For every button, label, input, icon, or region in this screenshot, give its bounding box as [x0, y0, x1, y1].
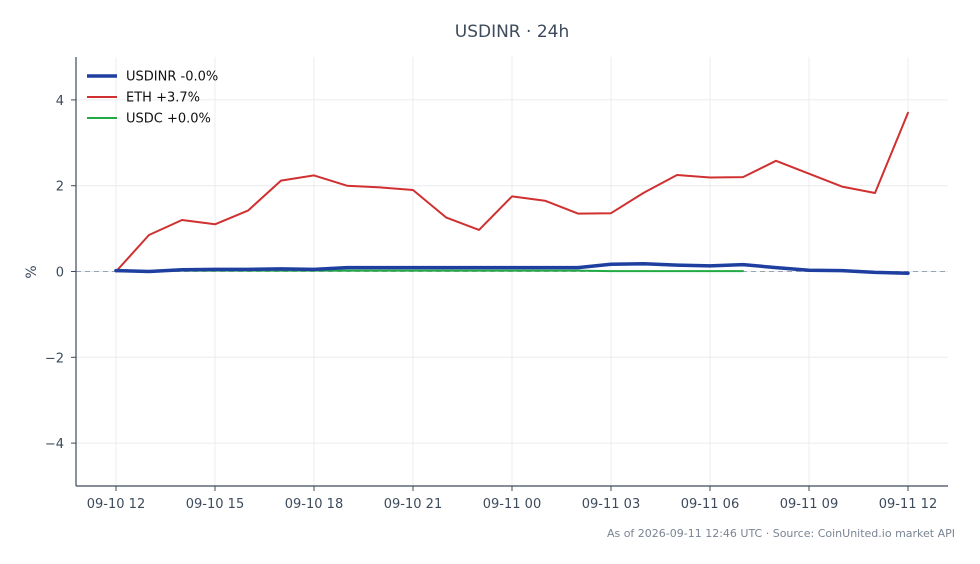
x-tick-label: 09-11 09: [780, 497, 838, 512]
y-tick-label: 4: [56, 94, 64, 109]
series-lines: [114, 111, 910, 275]
x-tick-label: 09-11 00: [483, 497, 541, 512]
series-line: [115, 111, 909, 273]
y-axis-label: %: [24, 265, 40, 278]
x-tick-label: 09-10 15: [186, 497, 244, 512]
x-tick-label: 09-11 06: [681, 497, 739, 512]
legend-label: USDINR -0.0%: [126, 70, 218, 85]
y-axis-ticks: 4 2 0 −2 −4: [45, 94, 76, 452]
chart-title: USDINR · 24h: [455, 22, 569, 42]
footer-source: As of 2026-09-11 12:46 UTC · Source: Coi…: [607, 527, 955, 540]
y-tick-label: −4: [45, 437, 64, 452]
x-tick-label: 09-10 18: [285, 497, 343, 512]
x-tick-label: 09-10 12: [87, 497, 145, 512]
legend: USDINR -0.0% ETH +3.7% USDC +0.0%: [87, 70, 218, 127]
x-tick-label: 09-10 21: [384, 497, 442, 512]
legend-label: USDC +0.0%: [126, 112, 211, 127]
y-tick-label: 0: [56, 266, 64, 281]
x-tick-label: 09-11 12: [879, 497, 937, 512]
x-tick-label: 09-11 03: [582, 497, 640, 512]
y-tick-label: 2: [56, 180, 64, 195]
series-line: [114, 262, 910, 275]
x-axis-ticks: 09-10 12 09-10 15 09-10 18 09-10 21 09-11 00…: [87, 486, 937, 512]
legend-label: ETH +3.7%: [126, 91, 200, 106]
y-tick-label: −2: [45, 351, 64, 366]
